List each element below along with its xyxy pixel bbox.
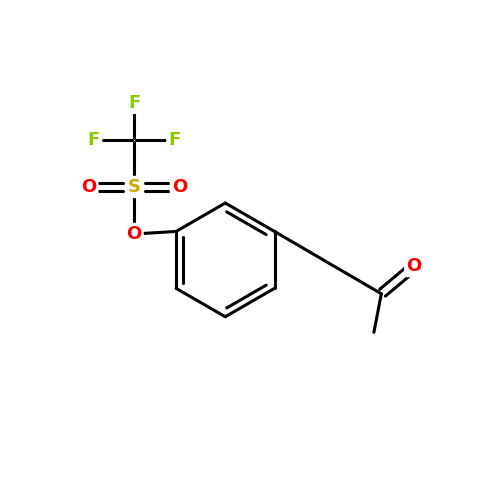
Text: O: O [126,225,142,243]
Text: O: O [406,257,422,275]
Text: O: O [81,178,96,196]
Text: O: O [172,178,187,196]
Text: F: F [88,131,100,149]
Text: F: F [128,94,140,112]
Text: S: S [128,178,140,196]
Text: F: F [168,131,180,149]
